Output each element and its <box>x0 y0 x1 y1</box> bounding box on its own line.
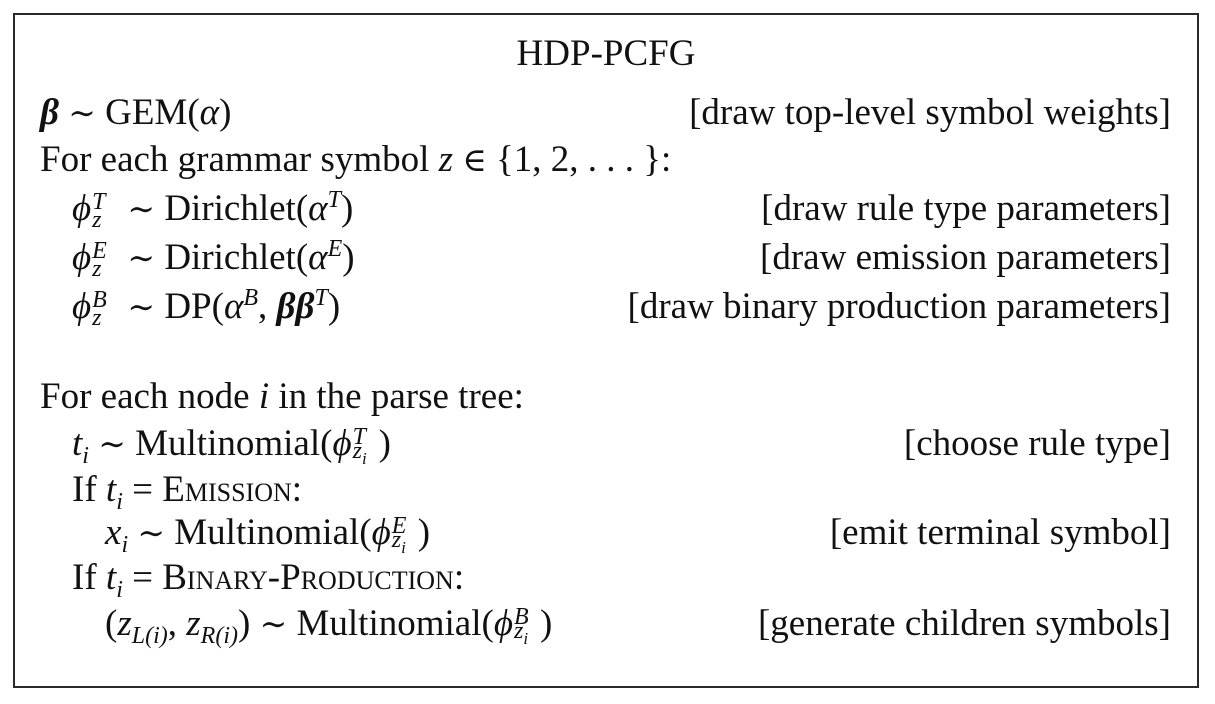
comment: [draw rule type parameters] <box>761 188 1171 229</box>
line-draw-beta: β ∼ GEM(α) [draw top-level symbol weight… <box>40 89 1171 137</box>
formula-beta-gem: β ∼ GEM(α) <box>40 92 232 133</box>
algorithm-title: HDP-PCFG <box>516 33 696 74</box>
algorithm-box: HDP-PCFG β ∼ GEM(α) [draw top-level symb… <box>13 13 1199 688</box>
line-for-each-node: For each node i in the parse tree: <box>40 373 1171 421</box>
comment: [choose rule type] <box>903 423 1171 464</box>
loop-header: For each node i in the parse tree: <box>40 376 524 417</box>
line-if-emission: If ti = Emission: <box>40 466 1171 514</box>
comment: [generate children symbols] <box>757 603 1171 644</box>
comment: [emit terminal symbol] <box>829 512 1171 553</box>
line-for-each-symbol: For each grammar symbol z ∈ {1, 2, . . .… <box>40 136 1171 184</box>
line-if-binary: If ti = Binary-Production: <box>40 554 1171 602</box>
comment: [draw emission parameters] <box>760 237 1171 278</box>
comment: [draw binary production parameters] <box>627 286 1171 327</box>
condition-emission: If ti = Emission: <box>72 469 303 515</box>
condition-binary: If ti = Binary-Production: <box>72 557 465 603</box>
loop-header: For each grammar symbol z ∈ {1, 2, . . .… <box>40 139 672 180</box>
comment: [draw top-level symbol weights] <box>689 92 1171 133</box>
